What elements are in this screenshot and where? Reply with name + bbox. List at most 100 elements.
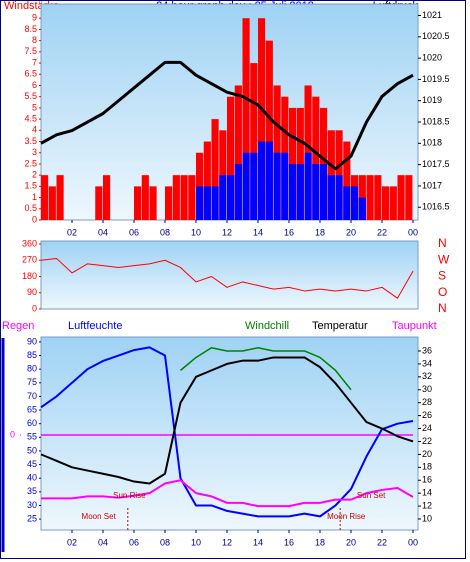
wind-bar — [343, 186, 351, 220]
wind-bar — [296, 163, 304, 220]
wind-label: Windstärke — [4, 0, 59, 12]
y-tick-label: 8.5 — [24, 24, 37, 34]
legend-label: Windchill — [245, 320, 289, 332]
wind-bar — [312, 96, 320, 220]
wind-bar — [234, 163, 242, 220]
wind-bar — [56, 175, 64, 220]
y-tick-label: 1 — [32, 192, 37, 202]
x-tick-label: 00 — [408, 537, 418, 547]
y-tick-label: 70 — [27, 391, 37, 401]
y-tick-label: 6.5 — [24, 69, 37, 79]
wind-bar — [351, 186, 359, 220]
y-tick-label: 9 — [32, 13, 37, 23]
annotation: Sun Rise — [113, 491, 146, 500]
y2-tick-label: 1019.5 — [422, 74, 450, 84]
y-tick-label: 2 — [32, 170, 37, 180]
wind-bar — [165, 186, 173, 220]
y2-tick-label: 24 — [422, 423, 432, 433]
annotation: Moon Rise — [327, 512, 366, 521]
y2-tick-label: 36 — [422, 345, 432, 355]
x-tick-label: 04 — [98, 537, 108, 547]
series-line — [40, 60, 414, 171]
y-tick-label: 6 — [32, 80, 37, 90]
wind-bar — [289, 163, 297, 220]
y-tick-label: 2.5 — [24, 158, 37, 168]
x-tick-label: 10 — [191, 537, 201, 547]
wind-bar — [327, 175, 335, 220]
wind-bar — [134, 186, 142, 220]
x-tick-label: 02 — [67, 537, 77, 547]
wind-bar — [48, 186, 56, 220]
y-tick-label: 270 — [22, 255, 37, 265]
series-line — [40, 257, 414, 299]
annotation: Sun Set — [357, 491, 386, 500]
wind-bar — [405, 175, 413, 220]
x-tick-label: 12 — [222, 227, 232, 237]
wind-bar — [211, 119, 219, 220]
series-line — [40, 356, 414, 485]
y2-tick-label: 1019 — [422, 95, 442, 105]
wind-bar — [335, 175, 343, 220]
x-tick-label: 20 — [346, 537, 356, 547]
series-line — [41, 479, 414, 508]
compass-label: O — [438, 285, 447, 299]
legend-label: Temperatur — [312, 320, 368, 332]
y2-tick-label: 20 — [422, 449, 432, 459]
wind-bar — [203, 141, 211, 220]
x-tick-label: 08 — [160, 227, 170, 237]
y2-tick-label: 10 — [422, 513, 432, 523]
x-tick-label: 20 — [346, 227, 356, 237]
y2-tick-label: 18 — [422, 462, 432, 472]
compass-label: S — [438, 269, 446, 283]
y2-tick-label: 14 — [422, 488, 432, 498]
wind-bar — [95, 186, 103, 220]
wind-bar — [281, 152, 289, 220]
wind-bar — [366, 175, 374, 220]
wind-bar — [374, 175, 382, 220]
y2-tick-label: 26 — [422, 410, 432, 420]
y-tick-label: 4.5 — [24, 113, 37, 123]
wind-bar — [258, 18, 266, 220]
y2-tick-label: 1020.5 — [422, 31, 450, 41]
y-tick-label: 360 — [22, 238, 37, 248]
y-tick-label: 5.5 — [24, 91, 37, 101]
x-tick-label: 14 — [253, 537, 263, 547]
wind-bar — [273, 152, 281, 220]
wind-bar — [250, 63, 258, 221]
y2-tick-label: 1021 — [422, 10, 442, 20]
y-tick-label: 60 — [27, 418, 37, 428]
compass-label: N — [438, 236, 447, 250]
wind-bar — [304, 152, 312, 220]
y-tick-label: 180 — [22, 271, 37, 281]
wind-bar — [196, 186, 204, 220]
wind-bar — [358, 197, 366, 220]
wind-bar — [389, 186, 397, 220]
y-tick-label: 85 — [27, 350, 37, 360]
x-tick-label: 18 — [315, 537, 325, 547]
y-tick-label: 25 — [27, 513, 37, 523]
y2-tick-label: 12 — [422, 500, 432, 510]
y-tick-label: 40 — [27, 473, 37, 483]
plot-area — [40, 240, 419, 310]
y-tick-label: 3 — [32, 147, 37, 157]
wind-bar — [41, 175, 49, 220]
y3-tick-label: 0 — [10, 429, 15, 439]
y2-tick-label: 1018.5 — [422, 116, 450, 126]
x-tick-label: 12 — [222, 537, 232, 547]
y2-tick-label: 22 — [422, 436, 432, 446]
x-tick-label: 14 — [253, 227, 263, 237]
wind-bar — [234, 85, 242, 220]
x-tick-label: 00 — [408, 227, 418, 237]
x-tick-label: 16 — [284, 227, 294, 237]
x-tick-label: 16 — [284, 537, 294, 547]
wind-bar — [103, 175, 111, 220]
legend-label: Regen — [2, 320, 34, 332]
wind-bar — [227, 175, 235, 220]
wind-bar — [343, 141, 351, 220]
wind-bar — [172, 175, 180, 220]
y-tick-label: 4 — [32, 125, 37, 135]
x-tick-label: 02 — [67, 227, 77, 237]
wind-bar — [320, 163, 328, 220]
